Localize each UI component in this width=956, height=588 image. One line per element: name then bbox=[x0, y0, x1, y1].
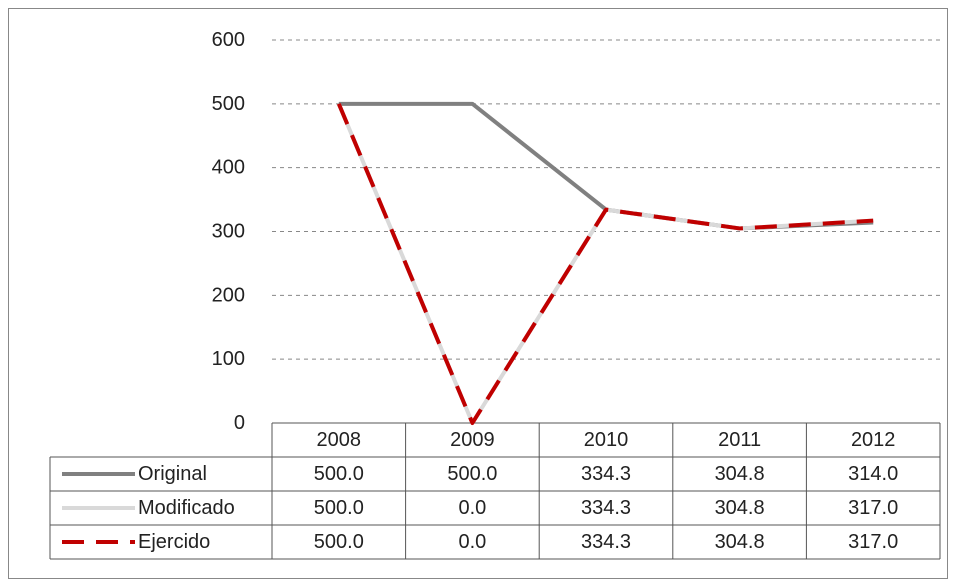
y-tick-label: 300 bbox=[212, 221, 245, 243]
table-value: 304.8 bbox=[715, 531, 765, 553]
table-value: 317.0 bbox=[848, 497, 898, 519]
x-tick-label: 2010 bbox=[584, 429, 629, 451]
y-tick-label: 100 bbox=[212, 348, 245, 370]
table-value: 500.0 bbox=[314, 497, 364, 519]
y-tick-label: 200 bbox=[212, 284, 245, 306]
table-value: 334.3 bbox=[581, 531, 631, 553]
y-tick-label: 500 bbox=[212, 93, 245, 115]
table-value: 500.0 bbox=[314, 531, 364, 553]
series-line bbox=[336, 103, 874, 425]
table-value: 304.8 bbox=[715, 463, 765, 485]
table-value: 314.0 bbox=[848, 463, 898, 485]
table-value: 334.3 bbox=[581, 463, 631, 485]
table-value: 500.0 bbox=[314, 463, 364, 485]
table-value: 500.0 bbox=[447, 463, 497, 485]
table-value: 334.3 bbox=[581, 497, 631, 519]
table-value: 0.0 bbox=[458, 497, 486, 519]
x-tick-label: 2012 bbox=[851, 429, 896, 451]
table-value: 304.8 bbox=[715, 497, 765, 519]
legend-label: Ejercido bbox=[138, 531, 210, 553]
legend-label: Modificado bbox=[138, 497, 235, 519]
y-tick-label: 400 bbox=[212, 157, 245, 179]
table-value: 317.0 bbox=[848, 531, 898, 553]
y-tick-label: 600 bbox=[212, 29, 245, 51]
chart-border bbox=[8, 8, 948, 579]
x-tick-label: 2008 bbox=[317, 429, 362, 451]
table-value: 0.0 bbox=[458, 531, 486, 553]
x-tick-label: 2011 bbox=[718, 429, 761, 451]
y-tick-label: 0 bbox=[234, 412, 245, 434]
legend-label: Original bbox=[138, 463, 207, 485]
x-tick-label: 2009 bbox=[450, 429, 495, 451]
